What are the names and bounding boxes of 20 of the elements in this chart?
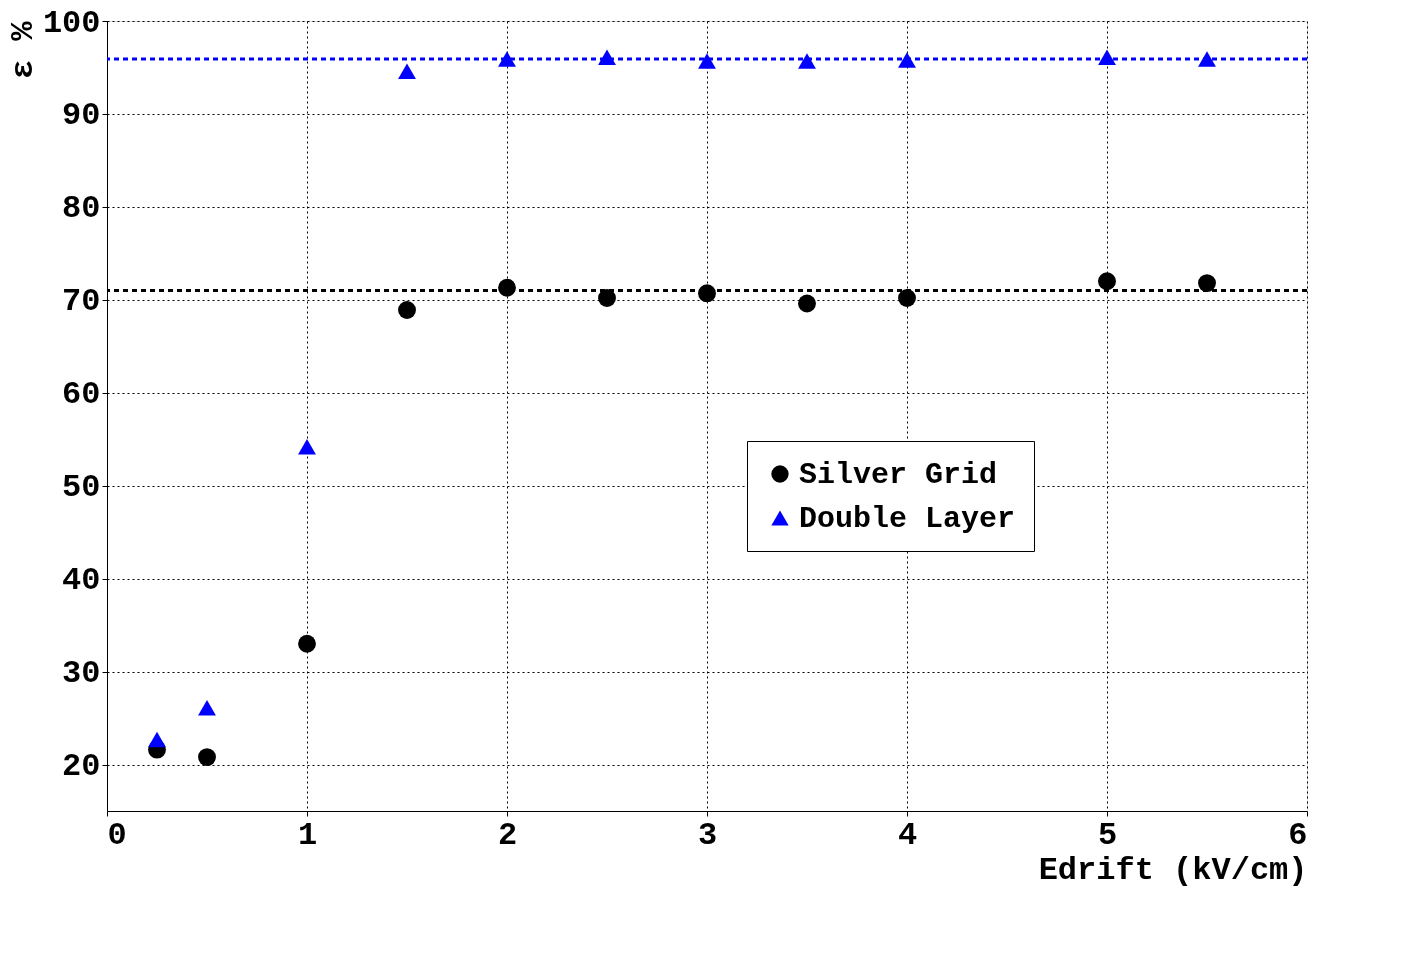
y-tick-label: 60 — [62, 376, 101, 414]
x-tick-label: 6 — [1288, 816, 1308, 854]
y-tick-label: 40 — [62, 562, 101, 600]
y-tick-label: 70 — [62, 283, 101, 321]
x-tick-label: 5 — [1097, 816, 1118, 854]
x-tick-label: 0 — [107, 816, 127, 854]
y-tick-label: 100 — [42, 4, 101, 42]
legend-label: Silver Grid — [799, 458, 998, 492]
x-axis-title: Edrift (kV/cm) — [1038, 851, 1308, 889]
legend-label: Double Layer — [799, 502, 1016, 536]
x-tick-label: 4 — [897, 816, 918, 854]
y-tick-label: 20 — [62, 748, 101, 786]
x-tick-label: 2 — [497, 816, 518, 854]
y-tick-label: 80 — [62, 190, 101, 228]
y-axis-title: ε % — [4, 20, 42, 80]
x-tick-label: 3 — [697, 816, 718, 854]
x-tick-label: 1 — [297, 816, 318, 854]
y-tick-label: 50 — [62, 469, 101, 507]
y-tick-label: 90 — [62, 97, 101, 135]
y-tick-label: 30 — [62, 655, 101, 693]
